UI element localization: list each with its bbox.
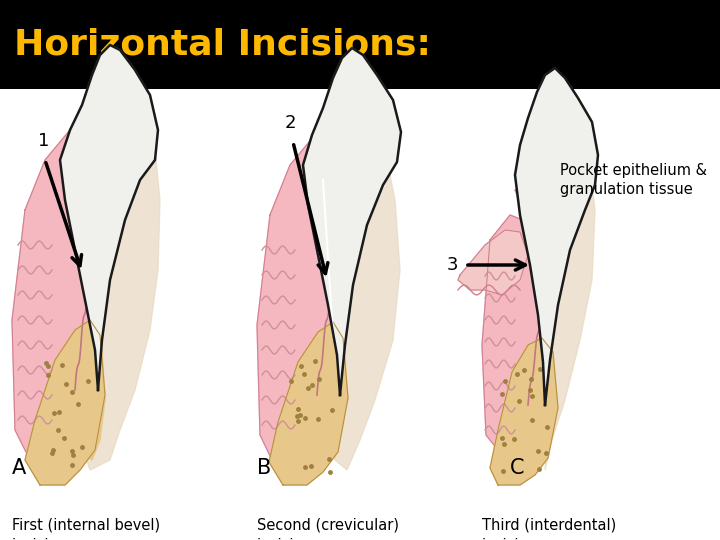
Polygon shape — [269, 322, 348, 485]
Polygon shape — [75, 330, 105, 460]
Polygon shape — [515, 68, 598, 405]
Polygon shape — [482, 215, 558, 450]
Polygon shape — [515, 130, 562, 230]
Polygon shape — [25, 320, 105, 485]
Polygon shape — [80, 120, 160, 470]
Polygon shape — [458, 230, 528, 295]
Polygon shape — [545, 135, 595, 470]
Text: 1: 1 — [38, 132, 50, 150]
Polygon shape — [257, 135, 355, 462]
Polygon shape — [490, 338, 558, 485]
Text: Third (interdental)
incision.: Third (interdental) incision. — [482, 518, 616, 540]
Text: B: B — [257, 458, 271, 478]
Polygon shape — [303, 48, 401, 395]
Polygon shape — [12, 130, 110, 460]
Text: A: A — [12, 458, 26, 478]
Text: C: C — [510, 458, 524, 478]
Text: Second (crevicular)
incision: Second (crevicular) incision — [257, 518, 399, 540]
Bar — [0, 0, 720, 89]
Polygon shape — [60, 45, 158, 390]
Text: 3: 3 — [446, 256, 458, 274]
Text: First (internal bevel)
incision: First (internal bevel) incision — [12, 518, 160, 540]
Text: Horizontal Incisions:: Horizontal Incisions: — [14, 28, 431, 62]
Text: 2: 2 — [285, 114, 297, 132]
Polygon shape — [330, 130, 400, 470]
Text: Pocket epithelium &
granulation tissue: Pocket epithelium & granulation tissue — [560, 163, 707, 198]
Bar — [0, 89, 720, 540]
